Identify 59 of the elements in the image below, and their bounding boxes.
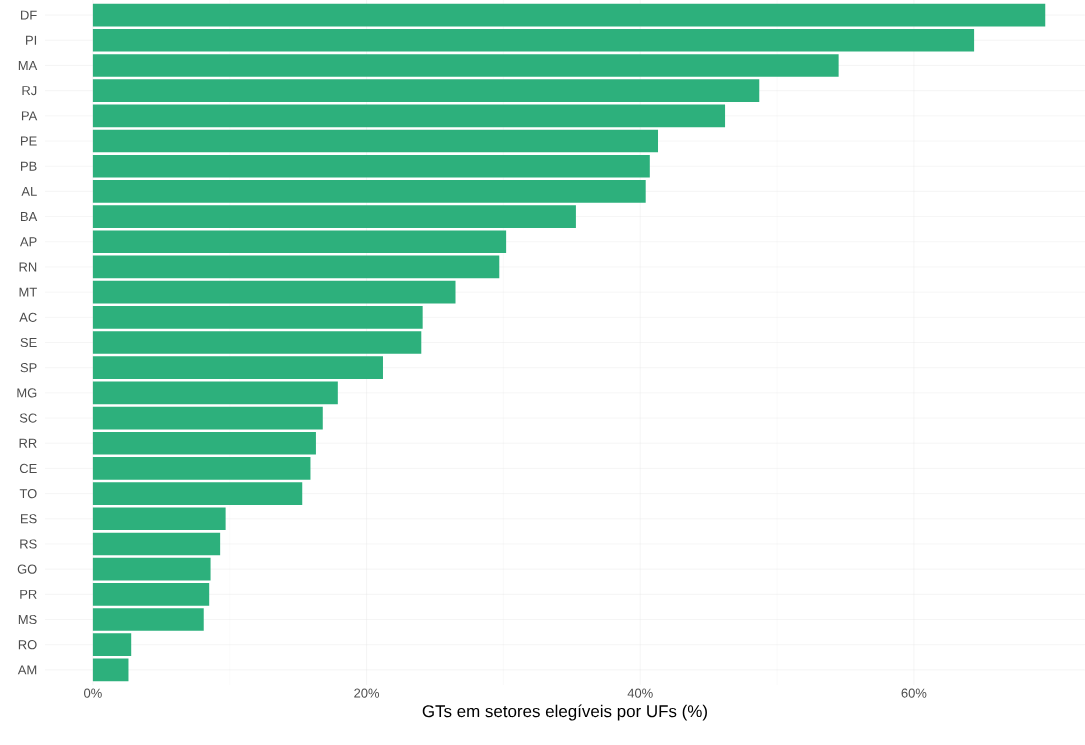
- bar: [92, 633, 132, 657]
- bar: [92, 230, 507, 254]
- bar: [92, 205, 576, 228]
- bar: [92, 154, 650, 178]
- y-tick-label: SP: [20, 363, 37, 373]
- bar: [92, 79, 760, 102]
- y-tick-label: AM: [17, 665, 37, 675]
- bar: [92, 381, 338, 405]
- bar: [92, 104, 726, 128]
- y-tick-label: RJ: [22, 86, 37, 96]
- bar: [92, 54, 839, 77]
- bar: [92, 28, 975, 52]
- y-tick-label: AP: [19, 237, 37, 247]
- x-axis-title: GTs em setores elegíveis por UFs (%): [422, 704, 707, 721]
- x-tick-label: 60%: [901, 688, 927, 698]
- y-tick-label: RS: [20, 539, 37, 549]
- bar: [92, 129, 659, 153]
- bar: [92, 532, 221, 556]
- bar: [92, 356, 383, 380]
- y-tick-label: GO: [17, 564, 37, 574]
- y-tick-label: TO: [19, 489, 37, 499]
- y-tick-label: MT: [19, 287, 37, 297]
- bar: [92, 406, 323, 430]
- bar: [92, 608, 204, 631]
- bar: [92, 583, 210, 606]
- y-tick-label: PE: [21, 136, 37, 146]
- y-tick-label: ES: [21, 514, 37, 524]
- y-tick-label: MG: [17, 388, 37, 398]
- y-tick-label: MS: [18, 614, 37, 625]
- y-tick-label: AC: [19, 312, 37, 322]
- y-tick-label: PA: [21, 111, 38, 121]
- bar: [92, 280, 456, 304]
- y-tick-label: AL: [21, 186, 37, 196]
- y-tick-label: SC: [19, 413, 37, 423]
- bar: [92, 457, 311, 480]
- y-tick-label: DF: [21, 10, 37, 20]
- y-tick-label: PI: [26, 35, 37, 45]
- y-tick-label: RN: [19, 262, 37, 272]
- bar: [92, 482, 303, 505]
- bar: [92, 658, 129, 682]
- y-tick-label: BA: [21, 212, 38, 222]
- x-tick-label: 20%: [354, 688, 380, 698]
- bar: [92, 557, 211, 581]
- bar: [92, 331, 422, 354]
- y-tick-label: PB: [21, 161, 37, 171]
- bar: [92, 431, 316, 455]
- y-tick-label: RO: [18, 640, 37, 650]
- y-tick-label: MA: [18, 61, 38, 70]
- bar: [92, 507, 226, 531]
- y-tick-label: PR: [20, 589, 37, 599]
- y-tick-label: CE: [19, 463, 37, 473]
- y-tick-label: SE: [20, 337, 37, 348]
- y-tick-label: RR: [19, 438, 37, 448]
- x-tick-label: 0%: [84, 688, 102, 698]
- x-tick-label: 40%: [627, 688, 653, 698]
- bar: [92, 305, 423, 329]
- bar: [92, 180, 646, 203]
- bar: [92, 255, 500, 279]
- bar: [92, 3, 1046, 27]
